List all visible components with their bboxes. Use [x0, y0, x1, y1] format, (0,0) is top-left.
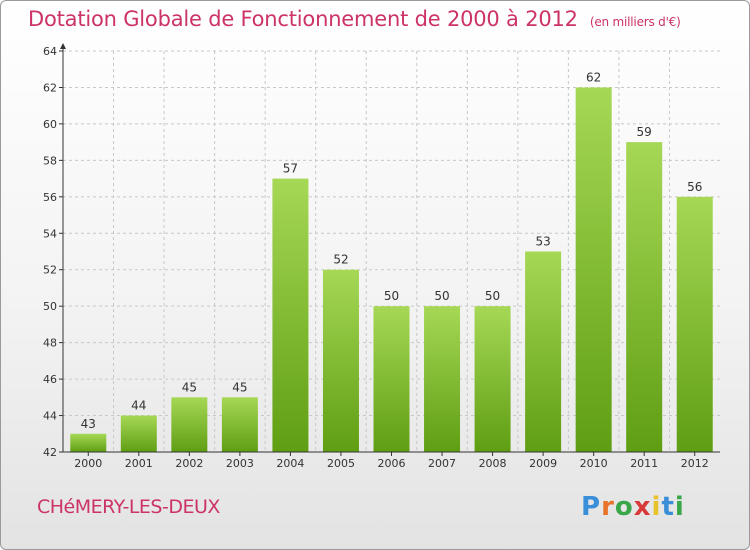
data-label: 50	[434, 289, 449, 303]
bar	[626, 142, 663, 453]
logo-letter: o	[614, 492, 634, 522]
bar	[272, 178, 309, 452]
logo-letter: P	[581, 492, 602, 522]
data-label: 43	[81, 417, 96, 431]
y-tick-label: 64	[43, 45, 57, 58]
logo-letter: i	[651, 492, 662, 522]
logo-letter: r	[601, 492, 615, 522]
y-tick-label: 52	[43, 264, 57, 277]
bar	[474, 306, 511, 452]
x-tick-label: 2002	[175, 457, 203, 470]
y-tick-label: 54	[43, 227, 57, 240]
data-label: 59	[637, 125, 652, 139]
data-label: 53	[535, 235, 550, 249]
bar	[676, 196, 713, 452]
x-tick-label: 2010	[580, 457, 608, 470]
x-tick-label: 2011	[630, 457, 658, 470]
bar	[424, 306, 461, 452]
chart-title: Dotation Globale de Fonctionnement de 20…	[28, 7, 681, 31]
x-tick-label: 2007	[428, 457, 456, 470]
x-tick-label: 2003	[226, 457, 254, 470]
logo-letter: t	[661, 492, 675, 522]
y-tick-label: 58	[43, 154, 57, 167]
bar	[120, 415, 157, 452]
y-tick-label: 56	[43, 191, 57, 204]
data-label: 62	[586, 70, 601, 84]
axes: 42 44 46 48 50 52 54 56 58 60 62 64 2000 2001 2002 2003…	[43, 43, 720, 470]
logo-letter: i	[674, 492, 685, 522]
bar	[322, 269, 359, 452]
bar	[575, 87, 612, 453]
y-tick-label: 46	[43, 373, 57, 386]
data-label: 56	[687, 180, 702, 194]
data-label: 50	[384, 289, 399, 303]
x-tick-label: 2001	[125, 457, 153, 470]
data-label: 50	[485, 289, 500, 303]
bar	[525, 251, 562, 452]
data-label: 44	[131, 399, 146, 413]
data-label: 45	[182, 380, 197, 394]
x-tick-label: 2006	[378, 457, 406, 470]
y-tick-label: 42	[43, 446, 57, 459]
chart-title-text: Dotation Globale de Fonctionnement de 20…	[28, 7, 578, 31]
x-tick-label: 2000	[74, 457, 102, 470]
x-tick-label: 2004	[276, 457, 304, 470]
bar	[171, 397, 208, 452]
commune-name: CHéMERY-LES-DEUX	[37, 496, 220, 518]
data-label: 45	[232, 380, 247, 394]
y-tick-label: 44	[43, 410, 57, 423]
y-tick-label: 50	[43, 300, 57, 313]
y-axis-arrow	[60, 43, 66, 49]
bars: 43 44 45 45 57 52 50 50 50 53 62 59 56	[70, 70, 713, 453]
data-label: 57	[283, 162, 298, 176]
y-tick-label: 62	[43, 81, 57, 94]
x-tick-label: 2005	[327, 457, 355, 470]
y-tick-label: 60	[43, 118, 57, 131]
bar	[221, 397, 258, 452]
x-tick-label: 2009	[529, 457, 557, 470]
bar	[373, 306, 410, 452]
chart-unit: (en milliers d'€)	[589, 15, 681, 29]
y-tick-label: 48	[43, 337, 57, 350]
x-tick-label: 2008	[479, 457, 507, 470]
logo-letter: x	[633, 492, 652, 522]
data-label: 52	[333, 253, 348, 267]
x-tick-label: 2012	[681, 457, 709, 470]
proxiti-logo[interactable]: Proxiti	[581, 492, 685, 522]
bar	[70, 433, 107, 452]
